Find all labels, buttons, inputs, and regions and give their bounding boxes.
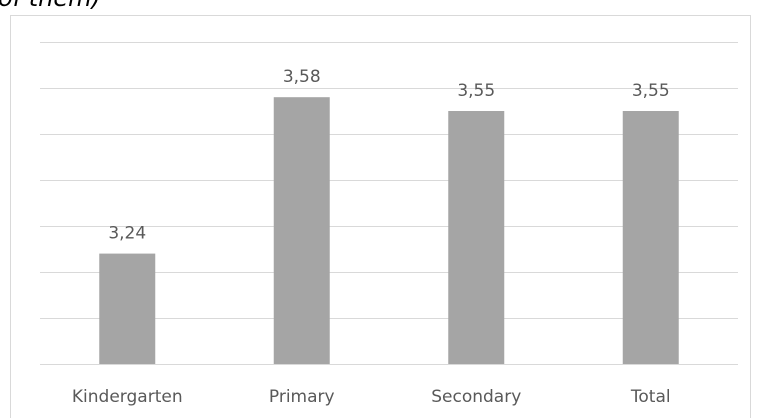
chart-title: of them) (0, 0, 101, 12)
x-tick-label: Total (630, 387, 671, 407)
data-label: 3,24 (108, 224, 146, 244)
data-label: 3,58 (283, 67, 321, 87)
x-tick-label: Secondary (431, 387, 521, 407)
bar (622, 111, 679, 364)
bar (273, 97, 330, 364)
bar (99, 253, 156, 364)
data-label: 3,55 (632, 81, 670, 101)
x-tick-label: Kindergarten (72, 387, 183, 407)
x-tick-label: Primary (269, 387, 335, 407)
data-label: 3,55 (457, 81, 495, 101)
bar (448, 111, 505, 364)
